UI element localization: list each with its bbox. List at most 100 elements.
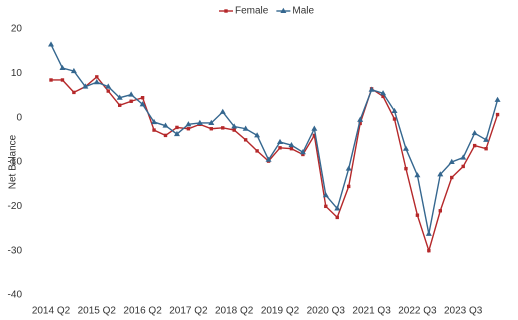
legend-marker (280, 7, 287, 13)
point (289, 147, 294, 151)
point (414, 172, 421, 178)
point (347, 184, 351, 189)
point (139, 101, 146, 107)
point (95, 75, 99, 79)
point (425, 230, 432, 236)
point (381, 94, 385, 99)
point (345, 165, 352, 171)
point (461, 164, 465, 169)
x-tick-label: 2015 Q2 (78, 306, 117, 317)
point (152, 128, 156, 132)
x-tick-label: 2021 Q3 (352, 306, 391, 317)
point (173, 130, 180, 137)
series-line (50, 44, 499, 234)
legend-label: Male (292, 6, 314, 17)
point (322, 192, 329, 198)
legend-marker (224, 9, 228, 13)
point (301, 152, 305, 157)
point (231, 123, 238, 129)
point (106, 89, 110, 93)
point (402, 145, 409, 151)
x-tick-label: 2023 Q3 (444, 306, 483, 317)
point (334, 205, 341, 211)
point (175, 125, 179, 130)
point (242, 125, 249, 131)
point (437, 171, 444, 177)
x-tick-label: 2019 Q2 (261, 306, 300, 317)
point (471, 129, 478, 136)
point (82, 83, 89, 89)
point (438, 209, 442, 213)
point (392, 117, 397, 121)
y-tick-label: 10 (11, 68, 23, 79)
legend-label: Female (235, 6, 269, 17)
point (494, 96, 501, 102)
y-tick-label: 20 (11, 24, 23, 35)
point (472, 143, 477, 148)
y-axis-label: Net Balance (8, 134, 19, 189)
point (255, 149, 259, 153)
point (311, 125, 318, 131)
point (186, 127, 191, 131)
point (232, 128, 236, 132)
point (196, 119, 203, 125)
point (140, 96, 145, 100)
point (162, 122, 169, 128)
point (59, 64, 66, 71)
x-tick-label: 2018 Q2 (215, 306, 254, 317)
point (105, 83, 112, 89)
point (116, 94, 123, 100)
point (277, 138, 283, 145)
point (495, 112, 500, 117)
point (151, 118, 158, 125)
point (219, 108, 226, 114)
x-tick-label: 2016 Q2 (123, 306, 162, 317)
series-line (51, 75, 499, 254)
point (324, 204, 328, 209)
point (358, 121, 362, 126)
point (254, 132, 261, 138)
point (299, 149, 306, 155)
point (70, 67, 77, 74)
y-tick-label: -20 (8, 201, 23, 212)
point (312, 133, 317, 138)
point (72, 90, 76, 95)
point (48, 41, 54, 47)
y-tick-label: -30 (8, 245, 23, 256)
y-tick-label: -10 (8, 157, 23, 168)
point (404, 166, 408, 171)
point (368, 86, 375, 92)
point (221, 126, 225, 130)
point (265, 156, 272, 162)
x-tick-label: 2022 Q3 (398, 306, 437, 317)
point (278, 146, 282, 150)
point (448, 158, 455, 164)
point (391, 107, 398, 114)
y-tick-label: -40 (8, 290, 23, 301)
point (163, 133, 168, 138)
point (185, 121, 192, 127)
point (49, 78, 53, 82)
point (288, 141, 295, 148)
point (243, 138, 248, 142)
point (209, 127, 213, 131)
x-tick-label: 2017 Q2 (169, 306, 208, 317)
point (129, 99, 133, 103)
y-tick-label: 0 (16, 112, 22, 123)
point (450, 175, 454, 180)
x-tick-label: 2014 Q2 (32, 306, 71, 317)
point (415, 213, 420, 217)
point (380, 90, 387, 96)
point (460, 154, 467, 160)
point (484, 147, 488, 151)
point (128, 91, 135, 97)
point (483, 136, 490, 142)
point (208, 119, 215, 125)
point (118, 103, 122, 107)
point (93, 79, 100, 85)
point (427, 248, 431, 253)
x-tick-label: 2020 Q3 (307, 306, 346, 317)
point (60, 78, 65, 82)
point (357, 116, 364, 122)
